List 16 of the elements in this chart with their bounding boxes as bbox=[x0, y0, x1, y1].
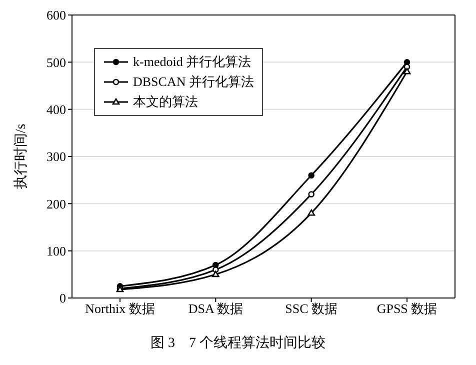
y-axis-title: 执行时间/s bbox=[12, 124, 29, 190]
legend-label: 本文的算法 bbox=[133, 93, 198, 111]
x-tick-label: SSC 数据 bbox=[285, 301, 338, 316]
legend-label: k-medoid 并行化算法 bbox=[133, 53, 252, 71]
y-tick-label: 500 bbox=[46, 54, 66, 70]
y-tick-label: 400 bbox=[46, 102, 66, 117]
x-tick-label: Northix 数据 bbox=[85, 301, 155, 316]
y-tick-label: 200 bbox=[46, 196, 66, 212]
y-tick-label: 100 bbox=[46, 243, 66, 258]
y-tick-label: 300 bbox=[46, 149, 66, 164]
x-tick-label: GPSS 数据 bbox=[376, 301, 438, 316]
text: 图 3 7 个线程算法时间比较 bbox=[150, 334, 326, 352]
y-tick-label: 600 bbox=[46, 8, 66, 23]
x-tick-label: DSA 数据 bbox=[188, 301, 243, 316]
y-tick-label: 0 bbox=[60, 290, 66, 306]
legend-label: DBSCAN 并行化算法 bbox=[133, 73, 254, 91]
